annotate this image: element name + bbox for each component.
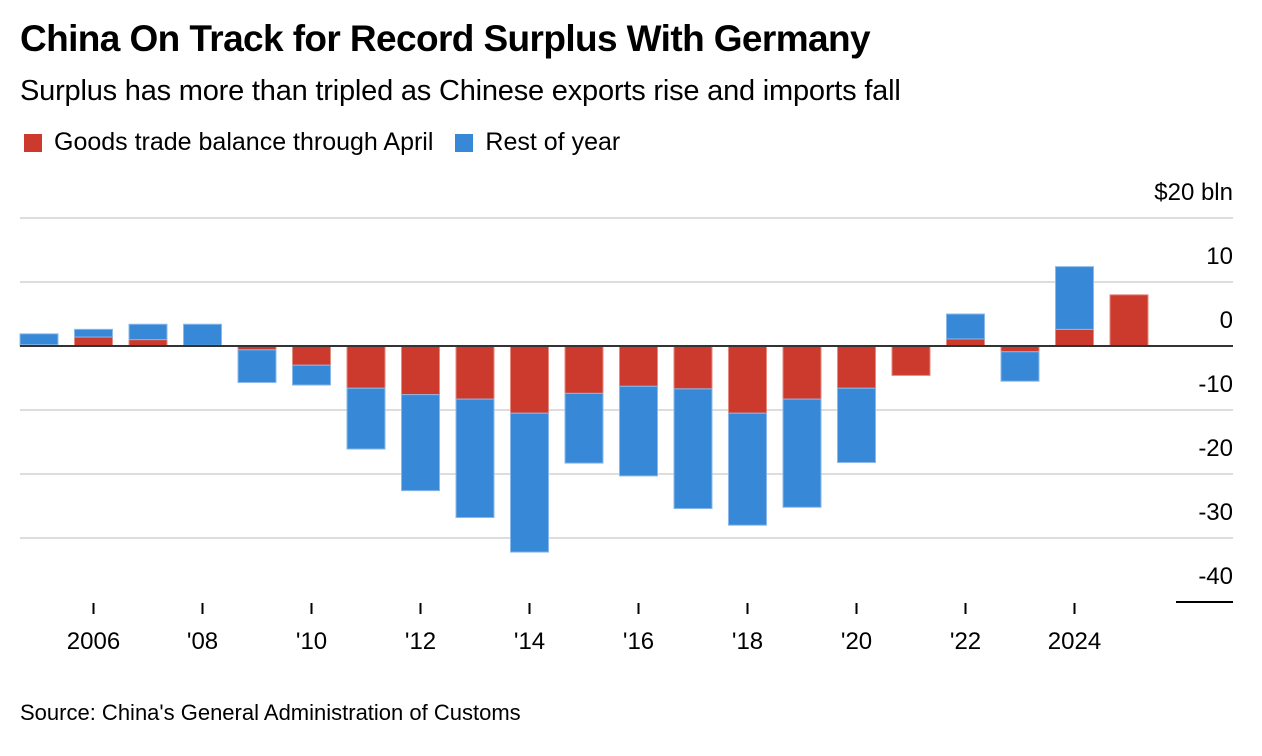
axes: $20 bln 10 0 -10 -20 -30 -40 2006 '08 '10 '12 '14 '1… — [20, 179, 1233, 655]
x-tick-label: 2006 — [67, 628, 120, 655]
bar-through-april-2015 — [564, 345, 604, 394]
legend-label: Rest of year — [485, 128, 621, 156]
bar-through-april-2017 — [673, 345, 713, 390]
chart-title: China On Track for Record Surplus With G… — [20, 18, 871, 59]
bar-rest-of-year-2005 — [19, 333, 59, 346]
y-tick-label: -40 — [1198, 563, 1233, 590]
x-tick-label: '16 — [623, 628, 654, 655]
y-tick-label: $20 bln — [1154, 179, 1233, 206]
x-tick-label: 2024 — [1048, 628, 1101, 655]
bar-through-april-2006 — [74, 336, 113, 347]
bar-rest-of-year-2010 — [292, 364, 331, 386]
bar-through-april-2010 — [292, 345, 331, 366]
legend: Goods trade balance through April Rest o… — [24, 128, 642, 157]
bar-rest-of-year-2012 — [401, 394, 440, 492]
bar-rest-of-year-2014 — [510, 412, 549, 553]
source-note: Source: China's General Administration o… — [20, 700, 521, 725]
bar-rest-of-year-2008 — [183, 323, 222, 346]
bar-rest-of-year-2009 — [237, 349, 277, 383]
y-tick-label: -10 — [1198, 371, 1233, 398]
bar-rest-of-year-2018 — [728, 412, 767, 526]
bar-through-april-2018 — [728, 345, 767, 414]
bars — [19, 266, 1149, 553]
x-tick-label: '08 — [187, 628, 218, 655]
x-tick-label: '10 — [296, 628, 327, 655]
bar-rest-of-year-2020 — [837, 387, 876, 463]
legend-swatch-blue — [455, 133, 474, 152]
x-tick-label: '22 — [950, 628, 981, 655]
bar-through-april-2011 — [346, 345, 386, 389]
bar-rest-of-year-2022 — [946, 313, 985, 340]
bar-rest-of-year-2024 — [1055, 266, 1094, 330]
bar-rest-of-year-2007 — [128, 323, 168, 341]
y-tick-label: 10 — [1206, 243, 1233, 270]
bar-rest-of-year-2017 — [673, 388, 713, 510]
bar-rest-of-year-2019 — [782, 398, 822, 508]
bar-through-april-2020 — [837, 345, 876, 389]
bar-through-april-2014 — [510, 345, 549, 414]
y-tick-label: -30 — [1198, 499, 1233, 526]
bar-rest-of-year-2016 — [619, 385, 658, 477]
x-tick-label: '14 — [514, 628, 545, 655]
bar-through-april-2022 — [946, 338, 985, 347]
bar-rest-of-year-2006 — [74, 328, 113, 338]
legend-item-through-april: Goods trade balance through April — [24, 128, 433, 157]
bar-through-april-2021 — [891, 345, 931, 376]
bar-through-april-2012 — [401, 345, 440, 396]
y-tick-label: -20 — [1198, 435, 1233, 462]
bar-rest-of-year-2015 — [564, 392, 604, 464]
legend-item-rest-of-year: Rest of year — [455, 128, 620, 157]
bar-through-april-2019 — [782, 345, 822, 400]
bar-through-april-2024 — [1055, 328, 1094, 347]
bar-rest-of-year-2013 — [455, 398, 495, 519]
x-tick-label: '12 — [405, 628, 436, 655]
y-tick-label: 0 — [1220, 307, 1233, 334]
x-tick-label: '18 — [732, 628, 763, 655]
bar-rest-of-year-2023 — [1000, 351, 1040, 382]
bar-through-april-2013 — [455, 345, 495, 400]
bar-rest-of-year-2011 — [346, 387, 386, 450]
x-tick-label: '20 — [841, 628, 872, 655]
legend-swatch-red — [24, 133, 42, 152]
bar-through-april-2025 — [1109, 294, 1149, 347]
bar-through-april-2016 — [619, 345, 658, 387]
chart-subtitle: Surplus has more than tripled as Chinese… — [20, 75, 901, 107]
legend-label: Goods trade balance through April — [54, 128, 434, 156]
